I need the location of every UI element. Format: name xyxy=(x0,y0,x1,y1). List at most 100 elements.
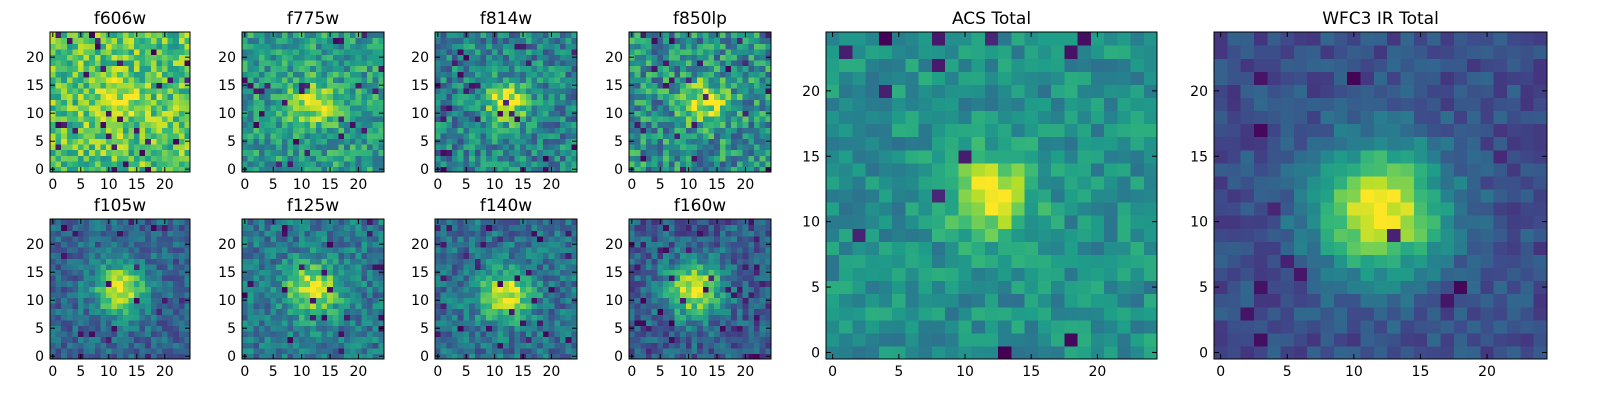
heatmap-cell xyxy=(469,43,476,50)
heatmap-cell xyxy=(457,48,464,55)
heatmap-cell xyxy=(452,258,459,265)
heatmap-cell xyxy=(452,116,459,123)
heatmap-cell xyxy=(765,314,772,321)
heatmap-cells xyxy=(242,32,385,173)
heatmap-cell xyxy=(503,93,510,100)
heatmap-cell xyxy=(486,144,493,151)
heatmap-cell xyxy=(554,280,561,287)
heatmap-cell xyxy=(327,116,334,123)
heatmap-cell xyxy=(178,347,185,354)
heatmap-cell xyxy=(697,54,704,61)
heatmap-cell xyxy=(452,54,459,61)
heatmap-cell xyxy=(332,336,340,343)
y-tick-label: 15 xyxy=(218,78,236,94)
heatmap-cell xyxy=(736,347,744,354)
heatmap-cell xyxy=(714,325,721,332)
heatmap-cell xyxy=(548,258,555,265)
heatmap-cell xyxy=(537,252,544,259)
heatmap-cell xyxy=(156,286,163,293)
heatmap-cell xyxy=(55,263,62,270)
heatmap-cell xyxy=(463,127,470,134)
heatmap-cell xyxy=(537,54,544,61)
heatmap-cell xyxy=(344,241,351,248)
heatmap-cell xyxy=(253,219,260,226)
heatmap-cell xyxy=(122,252,129,259)
heatmap-cell xyxy=(634,104,641,111)
heatmap-cell xyxy=(736,314,744,321)
heatmap-cell xyxy=(78,269,85,276)
heatmap-cell xyxy=(725,37,732,44)
heatmap-cell xyxy=(145,76,152,83)
heatmap-cell xyxy=(565,65,572,72)
heatmap-cell xyxy=(634,138,641,145)
heatmap-cell xyxy=(646,60,653,67)
heatmap-cell xyxy=(117,286,124,293)
heatmap-cell xyxy=(66,342,73,349)
heatmap-cell xyxy=(162,314,169,321)
heatmap-cell xyxy=(276,60,283,67)
heatmap-cell xyxy=(253,230,260,237)
heatmap-cell xyxy=(651,280,658,287)
heatmap-cell xyxy=(457,275,464,282)
heatmap-cell xyxy=(457,319,464,326)
heatmap-cell xyxy=(520,37,527,44)
heatmap-cell xyxy=(651,82,658,89)
heatmap-cell xyxy=(440,224,447,231)
heatmap-cell xyxy=(128,121,135,128)
heatmap-cell xyxy=(731,160,738,167)
heatmap-cell xyxy=(497,76,504,83)
heatmap-cell xyxy=(349,37,357,44)
heatmap-cell xyxy=(731,99,738,106)
heatmap-cell xyxy=(72,99,79,106)
heatmap-cell xyxy=(680,93,687,100)
heatmap-cell xyxy=(640,286,647,293)
heatmap-cell xyxy=(178,314,185,321)
heatmap-cell xyxy=(145,252,152,259)
heatmap-cell xyxy=(139,71,146,78)
heatmap-cell xyxy=(83,149,90,156)
heatmap-cell xyxy=(310,353,317,360)
heatmap-cell xyxy=(469,303,476,310)
heatmap-cell xyxy=(486,219,493,226)
y-tick-label: 0 xyxy=(420,162,429,178)
heatmap-cell xyxy=(542,54,550,61)
heatmap-cell xyxy=(287,48,294,55)
heatmap-cell xyxy=(480,110,487,117)
panel-title: f775w xyxy=(287,9,339,29)
heatmap-cell xyxy=(156,275,163,282)
heatmap-cell xyxy=(270,155,277,162)
heatmap-cell xyxy=(100,230,107,237)
heatmap-cell xyxy=(83,65,90,72)
heatmap-cell xyxy=(554,331,561,338)
heatmap-cell xyxy=(50,71,57,78)
heatmap-cell xyxy=(150,280,157,287)
heatmap-cell xyxy=(72,297,79,304)
heatmap-cell xyxy=(372,258,379,265)
heatmap-cell xyxy=(173,269,180,276)
heatmap-cell xyxy=(480,104,487,111)
heatmap-cell xyxy=(366,219,374,226)
heatmap-cell xyxy=(748,127,755,134)
heatmap-cell xyxy=(55,247,62,254)
heatmap-cell xyxy=(497,219,504,226)
heatmap-cell xyxy=(548,138,555,145)
heatmap-cell xyxy=(548,230,555,237)
heatmap-cell xyxy=(474,48,482,55)
heatmap-cell xyxy=(457,37,464,44)
heatmap-cell xyxy=(281,60,289,67)
heatmap-cell xyxy=(338,291,345,298)
heatmap-cell xyxy=(150,65,157,72)
heatmap-cell xyxy=(663,48,670,55)
heatmap-cell xyxy=(668,297,676,304)
heatmap-cell xyxy=(156,319,163,326)
heatmap-cell xyxy=(634,132,641,139)
heatmap-cell xyxy=(122,219,129,226)
heatmap-cell xyxy=(714,331,721,338)
heatmap-cell xyxy=(287,65,294,72)
heatmap-cell xyxy=(748,116,755,123)
heatmap-cell xyxy=(714,297,721,304)
heatmap-cell xyxy=(145,138,152,145)
heatmap-cell xyxy=(61,54,68,61)
heatmap-cell xyxy=(708,138,715,145)
heatmap-cell xyxy=(72,336,79,343)
